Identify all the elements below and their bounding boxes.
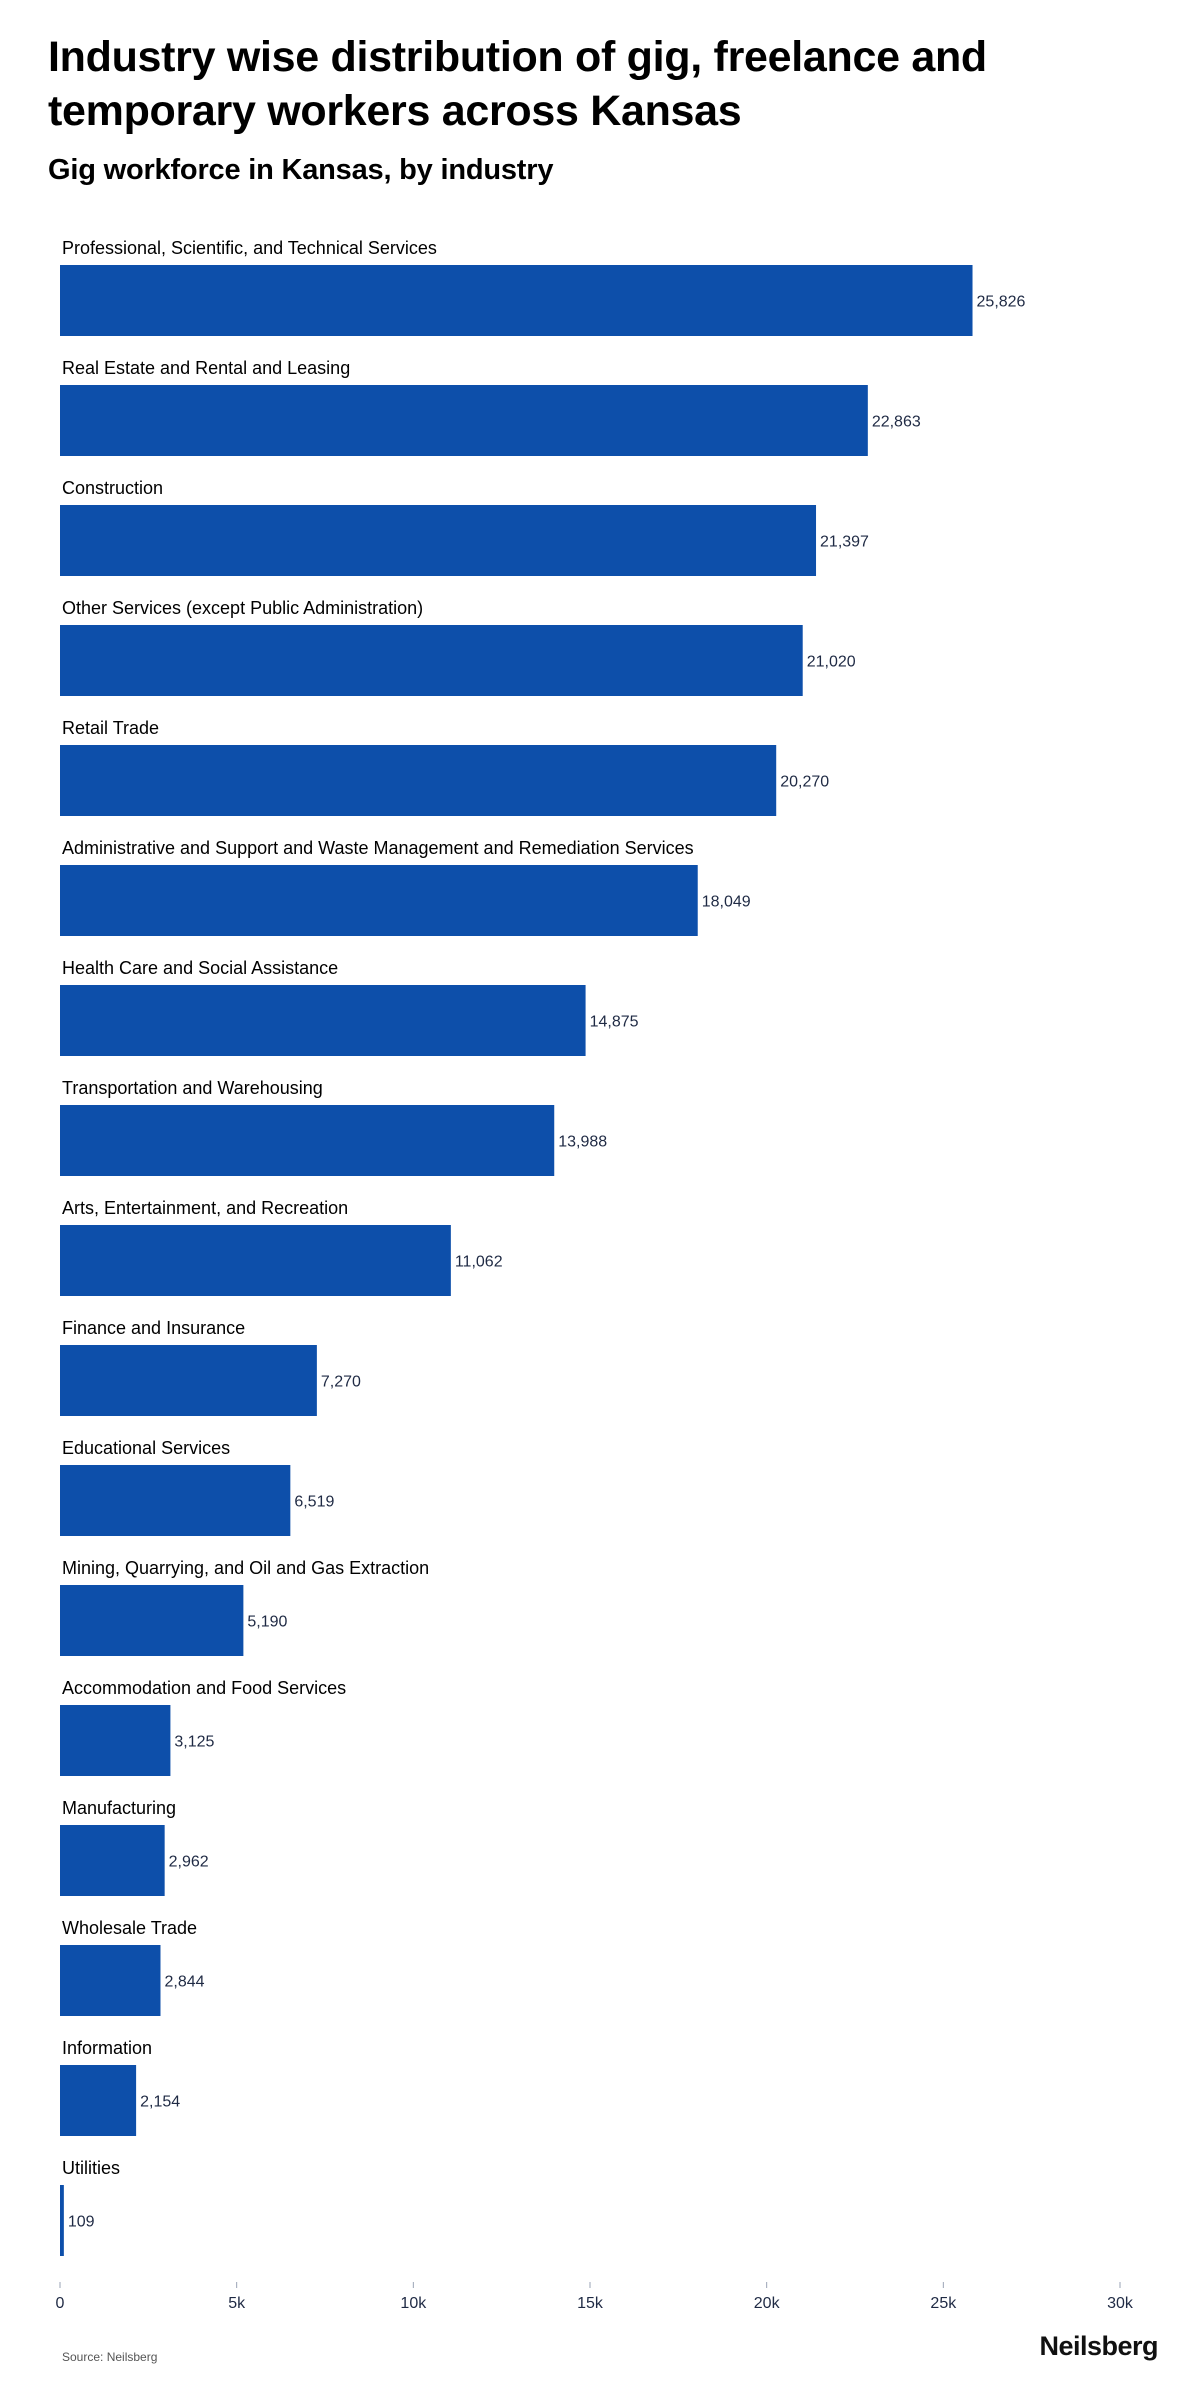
bar — [60, 2065, 137, 2136]
data-label: 2,154 — [140, 2094, 180, 2111]
x-tick-label: 15k — [577, 2295, 604, 2312]
category-label: Mining, Quarrying, and Oil and Gas Extra… — [62, 1558, 429, 1578]
category-label: Construction — [62, 478, 163, 498]
chart-subtitle: Gig workforce in Kansas, by industry — [48, 154, 554, 186]
x-tick-label: 20k — [754, 2295, 781, 2312]
bar — [60, 1825, 165, 1896]
bar — [60, 2185, 64, 2256]
category-label: Educational Services — [62, 1438, 230, 1458]
x-tick-label: 30k — [1107, 2295, 1134, 2312]
bar — [60, 1105, 555, 1176]
bar — [60, 985, 586, 1056]
category-label: Finance and Insurance — [62, 1318, 245, 1338]
category-label: Retail Trade — [62, 718, 159, 738]
x-tick-label: 0 — [56, 2295, 65, 2312]
data-label: 5,190 — [247, 1614, 287, 1631]
bar — [60, 505, 817, 576]
bar-chart: Professional, Scientific, and Technical … — [56, 238, 1134, 2312]
data-label: 21,020 — [807, 654, 856, 671]
data-label: 18,049 — [702, 894, 751, 911]
bar — [60, 265, 973, 336]
bar — [60, 1345, 317, 1416]
data-label: 25,826 — [977, 294, 1026, 311]
x-tick-label: 5k — [228, 2295, 246, 2312]
category-label: Real Estate and Rental and Leasing — [62, 358, 350, 378]
data-label: 109 — [68, 2214, 95, 2231]
bar — [60, 1585, 244, 1656]
data-label: 11,062 — [455, 1254, 503, 1271]
category-label: Manufacturing — [62, 1798, 176, 1818]
data-label: 6,519 — [294, 1494, 334, 1511]
brand-logo: Neilsberg — [1039, 2331, 1158, 2361]
data-label: 22,863 — [872, 414, 921, 431]
data-label: 20,270 — [780, 774, 829, 791]
bar — [60, 1945, 161, 2016]
category-label: Professional, Scientific, and Technical … — [62, 238, 437, 258]
bar — [60, 1465, 291, 1536]
x-tick-label: 25k — [930, 2295, 957, 2312]
source-note: Source: Neilsberg — [62, 2350, 158, 2364]
data-label: 13,988 — [558, 1134, 607, 1151]
chart-title: Industry wise distribution of gig, freel… — [48, 33, 987, 135]
category-label: Accommodation and Food Services — [62, 1678, 346, 1698]
category-label: Arts, Entertainment, and Recreation — [62, 1198, 348, 1218]
data-label: 3,125 — [174, 1734, 214, 1751]
bar — [60, 745, 777, 816]
data-label: 21,397 — [820, 534, 869, 551]
bar — [60, 865, 698, 936]
data-label: 14,875 — [590, 1014, 639, 1031]
category-label: Administrative and Support and Waste Man… — [62, 838, 694, 858]
data-label: 2,962 — [169, 1854, 209, 1871]
bar — [60, 385, 868, 456]
bar — [60, 625, 803, 696]
data-label: 7,270 — [321, 1374, 361, 1391]
category-label: Other Services (except Public Administra… — [62, 598, 423, 618]
category-label: Health Care and Social Assistance — [62, 958, 338, 978]
category-label: Wholesale Trade — [62, 1918, 197, 1938]
category-label: Information — [62, 2038, 152, 2058]
category-label: Utilities — [62, 2158, 120, 2178]
bar — [60, 1705, 171, 1776]
x-tick-label: 10k — [400, 2295, 427, 2312]
bar — [60, 1225, 451, 1296]
data-label: 2,844 — [164, 1974, 204, 1991]
category-label: Transportation and Warehousing — [62, 1078, 323, 1098]
